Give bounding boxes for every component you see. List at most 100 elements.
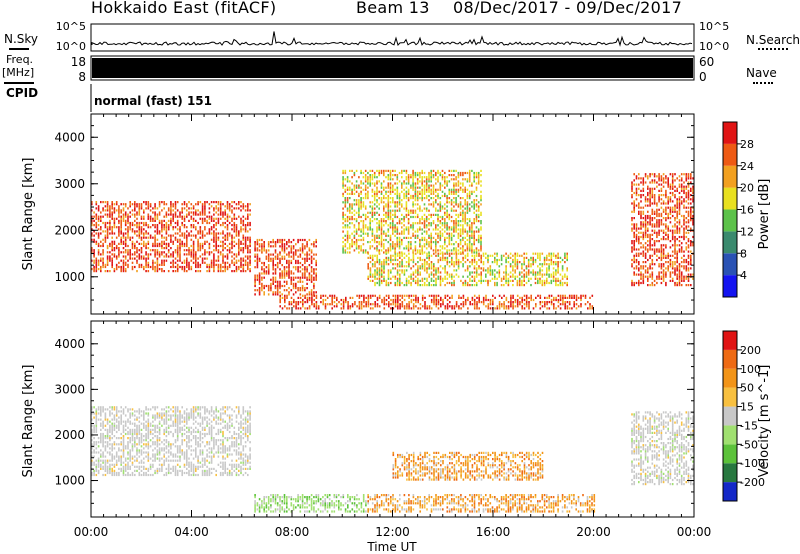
range-cell [383,174,385,177]
range-cell [290,296,293,299]
range-cell [446,228,448,231]
range-cell [496,254,498,257]
range-cell [95,270,98,273]
range-cell [408,303,410,306]
range-cell [226,255,229,258]
range-cell [293,305,295,308]
range-cell [462,238,464,242]
range-cell [367,197,369,200]
range-cell [653,250,656,253]
range-cell [242,263,245,266]
range-cell [147,232,150,235]
range-cell [138,249,141,252]
range-cell [147,257,150,260]
range-cell [660,194,663,197]
range-cell [267,253,270,256]
range-cell [380,190,383,193]
range-cell [412,178,414,181]
range-cell [387,271,390,274]
range-cell [192,213,195,216]
range-cell [477,205,480,208]
range-cell [138,207,141,210]
range-cell [430,184,432,187]
range-cell [297,270,299,273]
range-cell [247,263,249,266]
range-cell [170,217,172,220]
range-cell [566,305,569,308]
range-cell [111,217,113,220]
range-cell [665,206,667,209]
range-cell [106,221,109,225]
range-cell [226,213,229,216]
range-cell [415,305,417,308]
range-cell [419,267,421,270]
range-cell [665,261,667,264]
range-cell [566,275,568,278]
range-cell [143,255,145,258]
range-cell [423,180,426,183]
range-cell [380,245,383,248]
range-cell [376,305,379,308]
range-cell [471,232,473,235]
range-cell [127,249,129,252]
range-cell [410,197,412,200]
range-cell [346,226,349,229]
range-cell [204,251,206,254]
range-cell [414,209,417,212]
range-cell [134,247,136,250]
range-cell [256,266,259,269]
range-cell [414,279,417,282]
range-cell [414,252,417,255]
range-cell [462,224,464,227]
range-cell [240,249,242,252]
range-cell [557,271,559,274]
range-cell [383,267,385,270]
range-cell [414,186,417,189]
range-cell [387,269,390,272]
range-cell [104,234,107,237]
range-cell [468,176,471,179]
range-cell [462,215,464,219]
range-cell [416,236,419,239]
range-cell [281,257,283,260]
range-cell [644,252,647,255]
range-cell [190,255,193,258]
range-cell [111,259,113,262]
range-cell [226,228,229,231]
range-cell [347,307,349,310]
range-cell [394,251,396,254]
range-cell [367,194,369,198]
range-cell [466,218,469,221]
range-cell [380,273,383,276]
range-cell [362,251,365,254]
range-cell [428,171,430,175]
range-cell [256,247,259,250]
range-cell [204,249,206,252]
range-cell [638,231,640,234]
range-cell [167,255,170,258]
range-cell [475,269,478,272]
range-cell [407,230,410,233]
range-cell [134,209,136,212]
range-cell [367,252,369,255]
range-cell [369,228,371,231]
range-cell [315,253,317,256]
range-cell [258,274,261,277]
range-cell [111,253,113,256]
range-cell [412,203,414,206]
range-cell [385,281,388,285]
range-cell [414,197,417,200]
range-cell [297,303,300,306]
range-cell [399,277,401,280]
range-cell [242,221,245,225]
range-cell [475,247,478,250]
range-cell [644,198,647,201]
range-cell [279,268,281,271]
range-cell [575,307,578,310]
range-cell [631,223,633,226]
range-cell [428,265,430,268]
range-cell [100,259,102,262]
range-cell [306,278,308,281]
range-cell [419,205,421,208]
range-cell [286,259,288,262]
